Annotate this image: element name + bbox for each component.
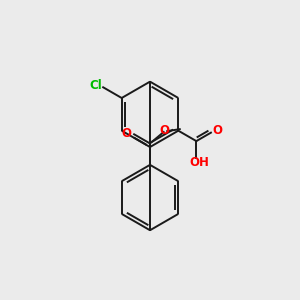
Text: Cl: Cl [89,79,102,92]
Text: O: O [212,124,222,137]
Text: O: O [160,124,170,137]
Text: O: O [122,127,132,140]
Text: OH: OH [189,156,209,169]
